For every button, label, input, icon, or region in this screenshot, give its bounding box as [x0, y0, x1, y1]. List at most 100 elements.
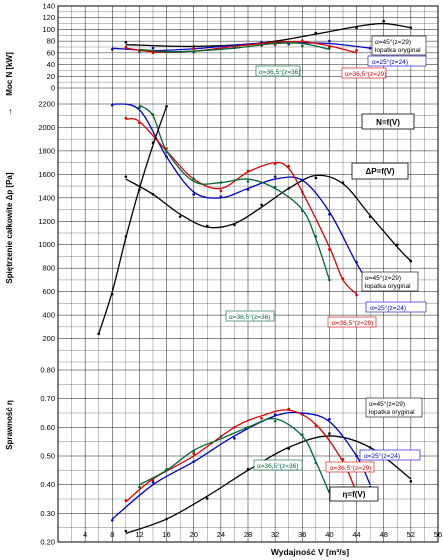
- data-point-pressure: [300, 190, 304, 194]
- y-tick-label: 0: [51, 84, 55, 93]
- y-tick-label: 400: [42, 311, 55, 320]
- y-tick-label: 40: [47, 60, 55, 69]
- data-point-pressure: [110, 292, 114, 296]
- data-point-pressure: [246, 188, 250, 191]
- y-tick-label: 60: [47, 48, 55, 57]
- annotation-group-efficiency: α=45°(z=29) łopatka oryginal α=25°(z=24)…: [253, 397, 423, 473]
- data-point-pressure: [138, 188, 141, 191]
- series-line-power-2: [125, 40, 357, 54]
- data-point-efficiency: [192, 452, 196, 455]
- x-tick-label: 56: [434, 530, 442, 539]
- series-line-pressure-1: [112, 103, 371, 285]
- data-point-efficiency: [219, 435, 223, 438]
- title-box-pressure: ΔP=f(V): [351, 162, 409, 180]
- title-box-power: N=f(V): [361, 113, 415, 130]
- x-tick-label: 36: [298, 530, 306, 539]
- y-tick-label: 100: [42, 25, 55, 34]
- data-point-efficiency: [233, 437, 236, 440]
- arrow-icon-power: →: [4, 108, 14, 117]
- annot-power-green: α=36,5°(z=36): [259, 68, 300, 76]
- y-tick-label: 0.40: [40, 480, 55, 489]
- annot-pressure-red: α=36,5°(z=29): [332, 319, 373, 327]
- title-efficiency: η=f(V): [343, 490, 366, 499]
- data-point-efficiency: [273, 419, 277, 423]
- data-point-pressure: [273, 162, 277, 166]
- data-point-power: [355, 26, 358, 30]
- data-point-power: [124, 40, 128, 44]
- data-point-pressure: [110, 103, 114, 107]
- y-tick-label: 1800: [38, 146, 55, 155]
- data-point-pressure: [355, 260, 358, 264]
- annot-power-red: α=36,5°(z=29): [345, 70, 386, 78]
- y-tick-label: 2200: [38, 100, 55, 109]
- data-point-pressure: [138, 106, 141, 109]
- data-point-power: [192, 51, 196, 54]
- series-line-pressure-4: [98, 106, 168, 335]
- data-point-pressure: [314, 235, 318, 238]
- data-point-pressure: [341, 277, 345, 281]
- annot-pressure-green: α=36,5°(z=36): [229, 313, 270, 321]
- x-tick-label: 20: [190, 530, 198, 539]
- data-point-efficiency: [124, 529, 128, 533]
- data-point-pressure: [219, 195, 223, 198]
- data-point-pressure: [233, 223, 236, 227]
- data-point-power: [192, 45, 196, 48]
- data-point-pressure: [124, 116, 128, 120]
- data-point-efficiency: [165, 467, 168, 471]
- annot-pressure-black: α=45°(z=29): [365, 274, 401, 282]
- data-point-pressure: [368, 215, 372, 218]
- data-point-power: [110, 48, 114, 51]
- data-point-pressure: [246, 169, 250, 173]
- data-point-pressure: [124, 175, 128, 178]
- data-point-efficiency: [246, 426, 250, 429]
- annot-efficiency-blue: α=25°(z=24): [364, 452, 400, 460]
- series-line-pressure-0: [125, 174, 412, 262]
- data-point-power: [124, 45, 128, 49]
- data-point-pressure: [124, 235, 128, 238]
- data-point-power: [328, 46, 331, 50]
- y-tick-label: 200: [42, 334, 55, 343]
- data-point-efficiency: [355, 454, 358, 458]
- data-point-efficiency: [409, 480, 413, 483]
- data-point-power: [368, 46, 372, 50]
- y-tick-label: 600: [42, 287, 55, 296]
- data-point-pressure: [328, 248, 331, 251]
- annot-power-blue: α=25°(z=24): [372, 58, 408, 66]
- data-point-pressure: [192, 177, 196, 181]
- data-point-efficiency: [314, 461, 318, 465]
- data-point-pressure: [395, 243, 399, 246]
- data-point-efficiency: [110, 518, 114, 522]
- x-tick-label: 52: [407, 530, 415, 539]
- data-point-power: [151, 51, 155, 55]
- data-point-power: [273, 42, 277, 45]
- y-tick-label: 2000: [38, 123, 55, 132]
- ylabel-pressure: Spiętrzenie całkowite Δp [Pa]: [5, 172, 14, 283]
- data-point-pressure: [219, 181, 223, 184]
- data-point-efficiency: [287, 447, 291, 450]
- data-point-pressure: [409, 259, 413, 263]
- data-point-efficiency: [192, 450, 196, 453]
- data-point-efficiency: [205, 497, 209, 500]
- y-tick-label: 1600: [38, 170, 55, 179]
- data-point-power: [382, 19, 386, 23]
- data-point-pressure: [260, 203, 263, 207]
- y-tick-label: 0.80: [40, 366, 55, 375]
- y-tick-label: 0.70: [40, 394, 55, 403]
- data-point-pressure: [314, 176, 318, 180]
- data-point-power: [300, 39, 304, 42]
- y-tick-label: 0.50: [40, 452, 55, 461]
- data-point-pressure: [178, 215, 182, 218]
- data-point-efficiency: [151, 478, 155, 482]
- annotation-group-pressure: α=45°(z=29) łopatka oryginal α=25°(z=24)…: [225, 271, 427, 328]
- data-point-pressure: [300, 209, 304, 213]
- annot-power-black: α=45°(z=29): [375, 38, 411, 46]
- data-point-efficiency: [151, 480, 155, 484]
- data-point-efficiency: [300, 433, 304, 437]
- data-point-pressure: [219, 189, 223, 193]
- title-pressure: ΔP=f(V): [365, 167, 394, 176]
- data-point-efficiency: [287, 407, 291, 411]
- annot-efficiency-red: α=36,5°(z=29): [330, 464, 371, 472]
- data-point-pressure: [151, 193, 155, 196]
- data-point-pressure: [192, 193, 196, 196]
